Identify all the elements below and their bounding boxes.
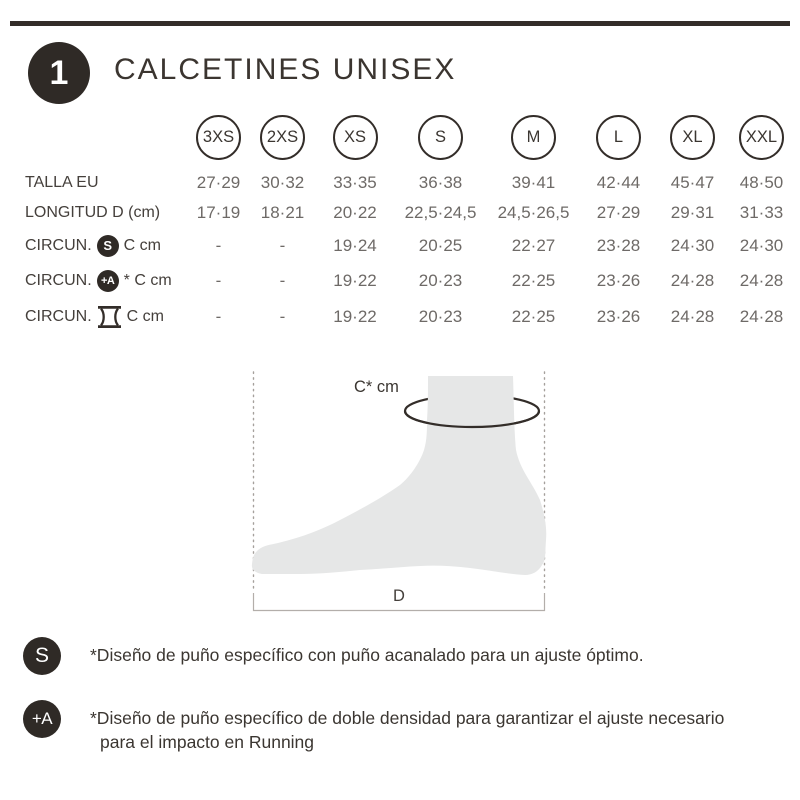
cell-value: 36·38 — [418, 173, 463, 192]
cell-value: 24·28 — [739, 307, 784, 326]
cell-value: - — [215, 307, 222, 326]
cell-value: 29·31 — [670, 203, 715, 222]
page-title: CALCETINES UNISEX — [114, 53, 457, 86]
length-bracket — [252, 593, 546, 612]
cuff-icon — [97, 306, 121, 328]
legend-item-s: S *Diseño de puño específico con puño ac… — [23, 637, 644, 675]
cell-value: 39·41 — [511, 173, 556, 192]
size-header-xs: XS — [332, 114, 378, 160]
cell-value: 22·27 — [511, 235, 556, 255]
cell-value: - — [279, 307, 286, 326]
table-row-talla-eu: TALLA EU 27·29 30·32 33·35 36·38 39·41 4… — [25, 168, 795, 198]
cell-value: 27·29 — [596, 203, 641, 222]
section-number-badge: 1 — [28, 42, 90, 104]
circumference-front-arc — [403, 410, 541, 429]
legend-text-plus-a: *Diseño de puño específico de doble dens… — [90, 708, 725, 752]
row-label-talla-eu: TALLA EU — [25, 173, 99, 191]
cell-value: 23·26 — [596, 270, 641, 290]
plus-a-badge-icon: +A — [23, 700, 61, 738]
size-header-m: M — [511, 114, 556, 160]
cell-value: 30·32 — [260, 173, 305, 192]
cell-value: 27·29 — [196, 173, 241, 192]
cell-value: 19·22 — [333, 270, 377, 290]
section-number: 1 — [49, 53, 69, 92]
size-header-l: L — [596, 114, 641, 160]
cell-value: 19·24 — [333, 235, 377, 255]
cell-value: 23·28 — [596, 235, 641, 255]
size-header-s: S — [418, 114, 463, 160]
cell-value: - — [279, 270, 286, 290]
size-header-3xs: 3XS — [196, 114, 241, 160]
cell-value: 24·30 — [670, 235, 715, 255]
top-divider — [10, 21, 790, 26]
size-table: 3XS 2XS XS S M L XL XXL TALLA EU 27·29 3… — [25, 106, 795, 336]
cell-value: 20·23 — [418, 270, 463, 290]
size-header-spacer — [25, 106, 188, 168]
cell-value: 19·22 — [333, 307, 377, 326]
s-badge-icon: S — [23, 637, 61, 675]
table-row-longitud: LONGITUD D (cm) 17·19 18·21 20·22 22,5·2… — [25, 198, 795, 228]
cell-value: 24·28 — [670, 307, 715, 326]
size-header-row: 3XS 2XS XS S M L XL XXL — [25, 106, 795, 168]
cell-value: 22·25 — [511, 270, 556, 290]
s-badge-icon: S — [96, 234, 119, 257]
size-header-2xs: 2XS — [260, 114, 305, 160]
cell-value: 20·22 — [333, 203, 377, 222]
table-row-circun-cuff: CIRCUN. C cm - - 19·22 20·23 22·25 23·26 … — [25, 298, 795, 336]
cell-value: 24,5·26,5 — [497, 203, 570, 222]
cell-value: - — [279, 235, 286, 255]
cell-value: 20·23 — [418, 307, 463, 326]
foot-silhouette — [251, 376, 547, 575]
cell-value: 45·47 — [670, 173, 715, 192]
cell-value: 17·19 — [196, 203, 241, 222]
cell-value: 24·30 — [739, 235, 784, 255]
cell-value: 22,5·24,5 — [404, 203, 477, 222]
row-label-circun-s: CIRCUN. S C cm — [25, 228, 188, 263]
row-label-longitud: LONGITUD D (cm) — [25, 203, 161, 221]
size-header-xxl: XXL — [739, 114, 784, 160]
table-row-circun-plus-a: CIRCUN. +A * C cm - - 19·22 20·23 22·25 23… — [25, 263, 795, 298]
cell-value: - — [215, 270, 222, 290]
cell-value: 24·28 — [739, 270, 784, 290]
length-label: D — [393, 587, 405, 605]
plus-a-badge-icon: +A — [96, 269, 119, 292]
cell-value: 33·35 — [333, 173, 377, 192]
legend-item-plus-a: +A *Diseño de puño específico de doble d… — [23, 700, 724, 754]
cell-value: 24·28 — [670, 270, 715, 290]
row-label-circun-cuff: CIRCUN. C cm — [25, 298, 188, 336]
cell-value: 48·50 — [739, 173, 784, 192]
legend-text-s: *Diseño de puño específico con puño acan… — [90, 645, 644, 665]
row-label-circun-plus-a: CIRCUN. +A * C cm — [25, 263, 188, 298]
foot-measurement-diagram — [251, 371, 547, 612]
cell-value: 42·44 — [596, 173, 641, 192]
cell-value: - — [215, 235, 222, 255]
cell-value: 23·26 — [596, 307, 641, 326]
cell-value: 20·25 — [418, 235, 463, 255]
cell-value: 22·25 — [511, 307, 556, 326]
table-row-circun-s: CIRCUN. S C cm - - 19·24 20·25 22·27 23·28… — [25, 228, 795, 263]
circumference-label: C* cm — [354, 378, 399, 396]
size-header-xl: XL — [670, 114, 715, 160]
cell-value: 18·21 — [260, 203, 305, 222]
cell-value: 31·33 — [739, 203, 784, 222]
